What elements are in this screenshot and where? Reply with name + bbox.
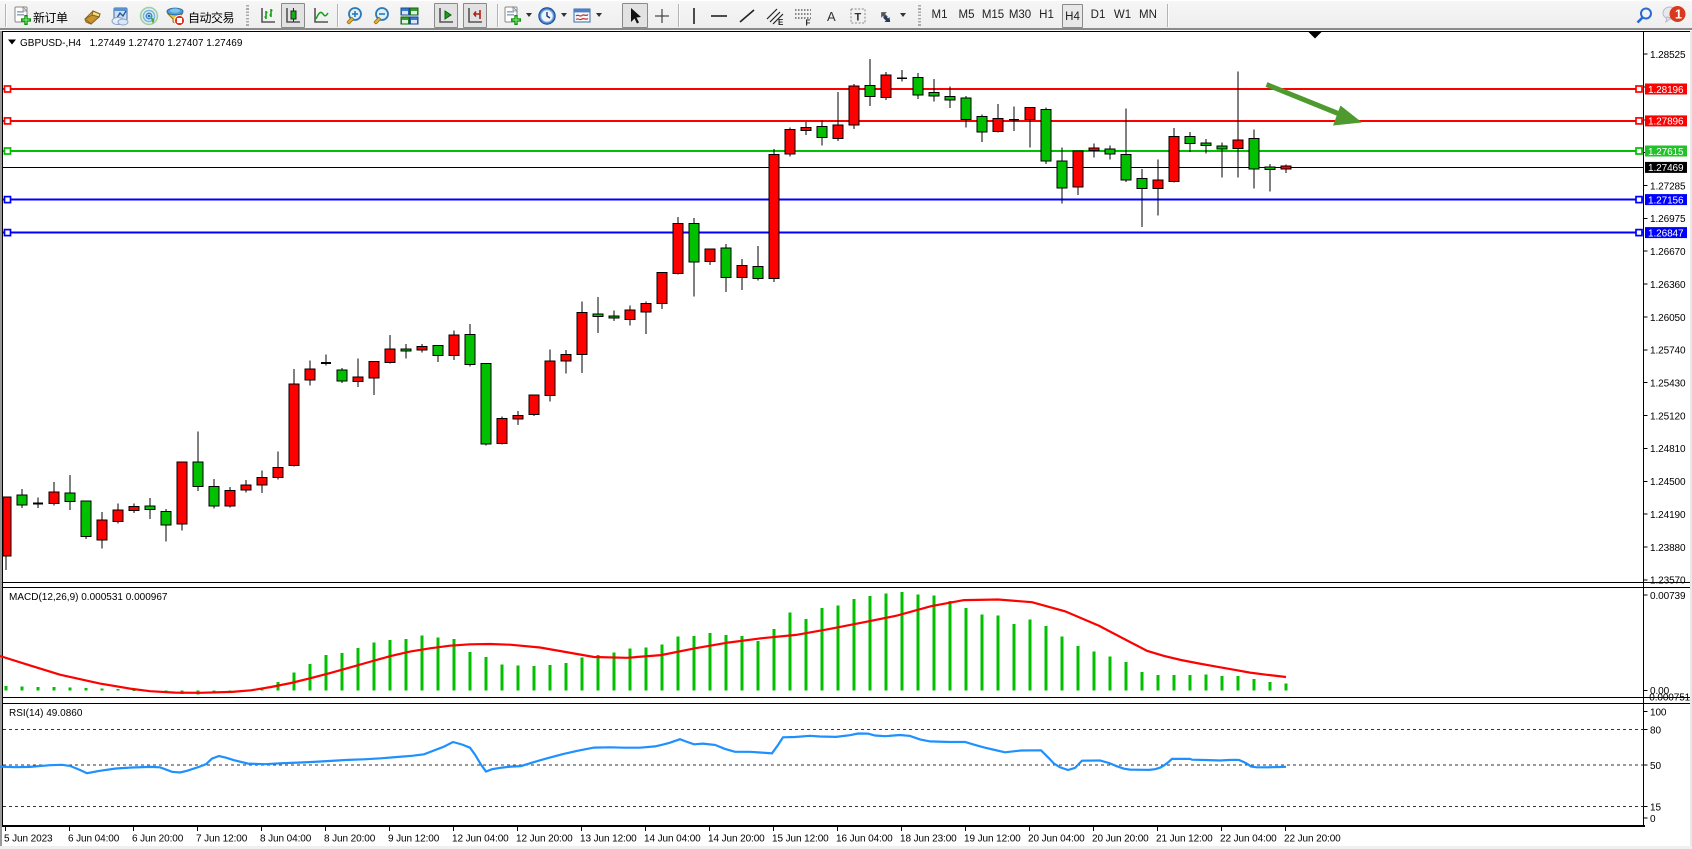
svg-text:-0.000751: -0.000751 [1646,693,1691,704]
svg-text:15: 15 [1650,802,1661,813]
svg-text:100: 100 [1650,707,1667,718]
svg-text:0.00: 0.00 [1650,686,1670,697]
svg-text:1.26847: 1.26847 [1648,228,1684,239]
svg-text:1.27615: 1.27615 [1648,147,1684,158]
svg-text:1.25740: 1.25740 [1650,346,1686,357]
svg-text:20 Jun 04:00: 20 Jun 04:00 [1028,834,1085,845]
svg-text:1.26360: 1.26360 [1650,280,1686,291]
svg-text:1: 1 [1675,7,1682,21]
svg-text:1.25120: 1.25120 [1650,411,1686,422]
svg-text:14 Jun 20:00: 14 Jun 20:00 [708,834,765,845]
svg-text:1.23880: 1.23880 [1650,543,1686,554]
svg-text:1.26050: 1.26050 [1650,313,1686,324]
svg-text:5 Jun 2023: 5 Jun 2023 [4,834,53,845]
svg-text:18 Jun 23:00: 18 Jun 23:00 [900,834,957,845]
svg-text:1.24810: 1.24810 [1650,444,1686,455]
svg-text:50: 50 [1650,761,1661,772]
svg-text:MACD(12,26,9) 0.000531 0.00096: MACD(12,26,9) 0.000531 0.000967 [9,592,168,603]
svg-text:22 Jun 04:00: 22 Jun 04:00 [1220,834,1277,845]
svg-text:E: E [778,18,784,26]
svg-text:8 Jun 20:00: 8 Jun 20:00 [324,834,376,845]
svg-text:F: F [806,19,811,27]
svg-text:1.27469: 1.27469 [1648,163,1684,174]
svg-text:1.27285: 1.27285 [1650,181,1686,192]
svg-text:15 Jun 12:00: 15 Jun 12:00 [772,834,829,845]
svg-text:1.28525: 1.28525 [1650,50,1686,61]
svg-text:T: T [855,12,862,24]
svg-text:9 Jun 12:00: 9 Jun 12:00 [388,834,440,845]
svg-text:0: 0 [1650,814,1656,825]
svg-text:6 Jun 04:00: 6 Jun 04:00 [68,834,120,845]
svg-text:0.00739: 0.00739 [1650,591,1686,602]
svg-text:22 Jun 20:00: 22 Jun 20:00 [1284,834,1341,845]
svg-text:A: A [827,9,836,24]
svg-text:6 Jun 20:00: 6 Jun 20:00 [132,834,184,845]
svg-text:7 Jun 12:00: 7 Jun 12:00 [196,834,248,845]
svg-text:1.24500: 1.24500 [1650,477,1686,488]
svg-text:1.25430: 1.25430 [1650,379,1686,390]
svg-text:RSI(14) 49.0860: RSI(14) 49.0860 [9,708,83,719]
svg-text:20 Jun 20:00: 20 Jun 20:00 [1092,834,1149,845]
svg-text:1.28196: 1.28196 [1648,85,1684,96]
svg-text:1.27156: 1.27156 [1648,195,1684,206]
svg-text:1.24190: 1.24190 [1650,510,1686,521]
svg-text:13 Jun 12:00: 13 Jun 12:00 [580,834,637,845]
svg-text:1.23570: 1.23570 [1650,576,1686,587]
svg-text:14 Jun 04:00: 14 Jun 04:00 [644,834,701,845]
svg-text:8 Jun 04:00: 8 Jun 04:00 [260,834,312,845]
svg-text:19 Jun 12:00: 19 Jun 12:00 [964,834,1021,845]
svg-text:12 Jun 20:00: 12 Jun 20:00 [516,834,573,845]
svg-text:21 Jun 12:00: 21 Jun 12:00 [1156,834,1213,845]
svg-text:GBPUSD-,H4 1.27449 1.27470 1: GBPUSD-,H4 1.27449 1.27470 1.27407 1.274… [20,38,243,49]
svg-text:1.27896: 1.27896 [1648,117,1684,128]
svg-text:12 Jun 04:00: 12 Jun 04:00 [452,834,509,845]
svg-text:80: 80 [1650,725,1661,736]
svg-text:1.26670: 1.26670 [1650,247,1686,258]
svg-text:1.26975: 1.26975 [1650,214,1686,225]
svg-text:16 Jun 04:00: 16 Jun 04:00 [836,834,893,845]
